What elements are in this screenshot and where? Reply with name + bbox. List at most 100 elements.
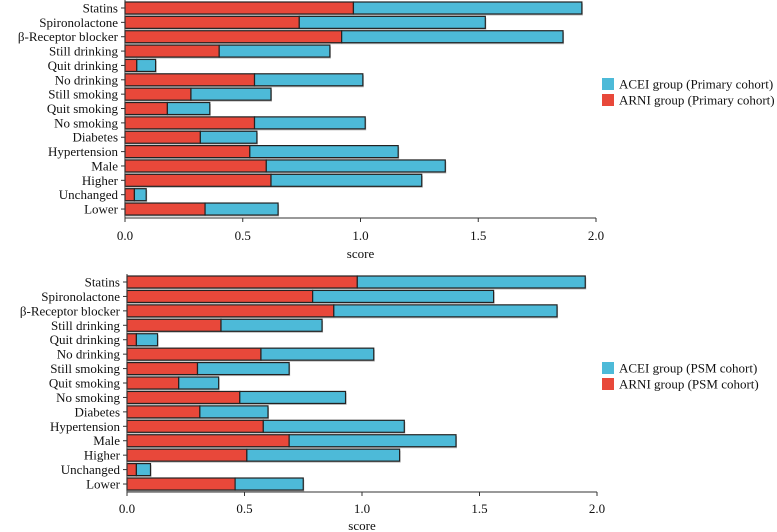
y-tick-label: Quit drinking (50, 332, 121, 347)
bar-arni-13 (126, 462, 137, 477)
y-tick-label: Unchanged (61, 462, 121, 477)
y-tick-label: β-Receptor blocker (20, 303, 121, 318)
bar-arni-4 (126, 333, 137, 347)
bar-acei-1 (298, 15, 486, 29)
bar-arni-8 (124, 116, 256, 130)
bar-arni-11 (124, 159, 267, 173)
bar-acei-2 (341, 30, 564, 44)
bar-arni-10 (124, 145, 251, 159)
y-tick-label: Male (91, 158, 118, 173)
x-tick-label: 1.0 (354, 501, 370, 516)
bar-acei-1 (312, 289, 495, 304)
bar-acei-7 (166, 101, 211, 116)
legend-swatch (602, 362, 614, 374)
bar-arni-2 (126, 304, 335, 318)
y-tick-label: Statins (83, 1, 118, 16)
y-tick-label: No smoking (54, 115, 118, 130)
y-tick-label: Diabetes (73, 130, 118, 145)
x-tick-label: 2.0 (588, 228, 604, 243)
bar-arni-1 (126, 289, 314, 304)
bar-acei-3 (220, 318, 323, 332)
bar-acei-14 (234, 477, 304, 491)
bar-acei-2 (333, 304, 558, 318)
bar-arni-10 (126, 419, 264, 433)
bar-acei-11 (265, 159, 446, 173)
y-tick-label: No drinking (55, 72, 119, 87)
bar-acei-4 (136, 58, 157, 73)
y-tick-label: No drinking (57, 347, 121, 362)
bar-acei-5 (253, 73, 364, 87)
bar-arni-3 (124, 44, 220, 58)
bar-arni-4 (124, 58, 138, 73)
y-tick-label: Unchanged (59, 187, 119, 202)
legend-swatch (602, 378, 614, 390)
y-tick-label: Higher (84, 448, 121, 463)
x-tick-label: 1.5 (470, 228, 486, 243)
bar-acei-6 (190, 87, 272, 101)
y-tick-label: Higher (82, 173, 119, 188)
x-tick-label: 1.0 (352, 228, 368, 243)
bar-arni-3 (126, 318, 222, 332)
bar-acei-9 (199, 130, 258, 144)
legend-label: ARNI group (Primary cohort) (619, 93, 775, 108)
x-tick-label: 1.5 (471, 501, 487, 516)
bar-acei-5 (260, 347, 375, 361)
y-tick-label: Lower (84, 202, 119, 217)
y-tick-label: Spironolactone (39, 15, 118, 30)
legend-1: ACEI group (Primary cohort)ARNI group (P… (602, 77, 775, 108)
bar-acei-8 (239, 390, 347, 405)
bar-arni-9 (124, 130, 201, 144)
bar-acei-0 (356, 275, 586, 289)
legend-label: ARNI group (PSM cohort) (619, 377, 759, 392)
x-tick-label: 0.5 (235, 228, 251, 243)
x-tick-label: 0.0 (117, 228, 133, 243)
bar-arni-7 (126, 376, 180, 390)
y-tick-label: Still smoking (48, 87, 118, 102)
y-tick-label: Quit smoking (47, 101, 119, 116)
bar-arni-6 (124, 87, 192, 101)
bar-arni-12 (126, 448, 248, 462)
x-axis-label: score (348, 518, 376, 532)
bar-arni-6 (126, 361, 199, 376)
y-tick-label: Diabetes (75, 404, 120, 419)
y-tick-label: Hypertension (50, 419, 121, 434)
x-axis-label: score (347, 246, 375, 261)
legend-2: ACEI group (PSM cohort)ARNI group (PSM c… (602, 361, 759, 392)
bar-arni-12 (124, 173, 272, 187)
y-tick-label: Male (93, 433, 120, 448)
x-tick-label: 0.5 (236, 501, 252, 516)
legend-label: ACEI group (Primary cohort) (619, 77, 773, 92)
bar-arni-7 (124, 101, 168, 116)
y-tick-label: Statins (85, 275, 120, 290)
y-tick-label: Lower (86, 477, 121, 492)
bar-arni-2 (124, 30, 343, 44)
bar-acei-8 (253, 116, 366, 130)
bar-arni-14 (124, 202, 206, 216)
bar-arni-0 (124, 1, 355, 15)
x-tick-label: 0.0 (119, 501, 135, 516)
legend-label: ACEI group (PSM cohort) (619, 361, 757, 376)
y-tick-label: Still drinking (51, 318, 120, 333)
legend-swatch (602, 78, 614, 90)
bar-arni-13 (124, 188, 136, 202)
bar-acei-13 (135, 462, 152, 477)
bar-acei-10 (262, 419, 405, 433)
bar-acei-13 (133, 188, 147, 202)
bar-arni-1 (124, 15, 300, 29)
bar-acei-9 (199, 405, 269, 419)
y-tick-label: Spironolactone (41, 289, 120, 304)
bar-arni-9 (126, 405, 201, 419)
bar-arni-5 (124, 73, 256, 87)
bar-acei-3 (218, 44, 331, 58)
bar-acei-12 (270, 173, 423, 187)
y-tick-label: Still drinking (49, 44, 118, 59)
bar-acei-0 (352, 1, 583, 15)
bar-acei-4 (135, 333, 159, 347)
y-tick-label: Hypertension (48, 144, 119, 159)
y-tick-label: β-Receptor blocker (18, 29, 119, 44)
bar-acei-12 (246, 448, 401, 462)
y-tick-label: Quit smoking (49, 376, 121, 391)
bar-arni-11 (126, 434, 290, 448)
legend-swatch (602, 94, 614, 106)
